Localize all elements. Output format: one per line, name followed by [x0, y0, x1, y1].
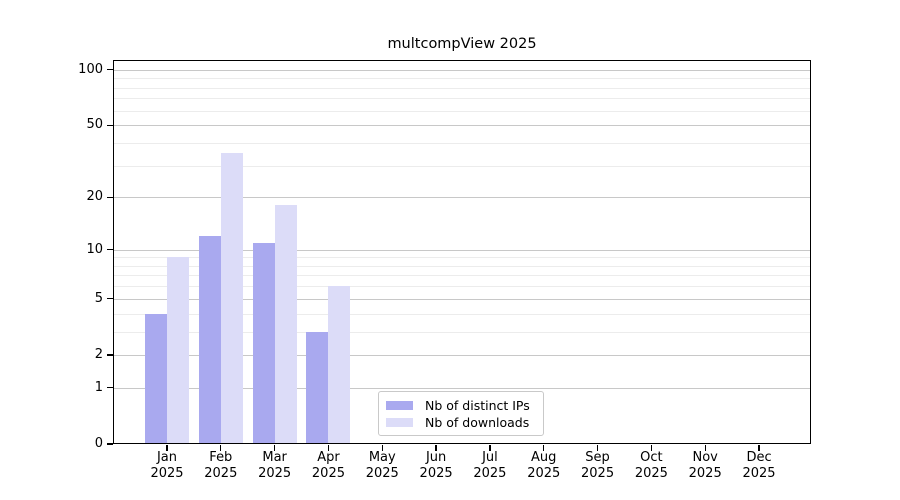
x-axis-tick [489, 445, 491, 451]
x-axis-tick-label: May 2025 [365, 450, 399, 481]
y-axis-tick-label: 5 [94, 290, 103, 306]
bar-nb-of-distinct-ips-mar [252, 242, 275, 444]
y-axis-tick [107, 124, 113, 126]
y-axis-tick [107, 248, 113, 251]
major-gridline [113, 354, 811, 356]
x-axis-tick [758, 445, 760, 451]
legend: Nb of distinct IPs Nb of downloads [378, 391, 544, 436]
x-axis-tick [381, 445, 383, 451]
minor-gridline [113, 313, 811, 315]
y-axis-tick-label: 50 [86, 117, 103, 133]
minor-gridline [113, 98, 811, 100]
y-axis-tick-label: 1 [94, 379, 103, 395]
x-axis-tick [220, 445, 222, 451]
x-axis-tick-label: Aug 2025 [527, 450, 561, 481]
x-axis-tick [166, 445, 168, 451]
bar-nb-of-downloads-apr [328, 286, 351, 444]
minor-gridline [113, 87, 811, 89]
bar-nb-of-distinct-ips-jan [145, 313, 167, 444]
minor-gridline [113, 142, 811, 144]
bar-nb-of-distinct-ips-apr [306, 331, 329, 444]
legend-label-distinct-ips: Nb of distinct IPs [425, 398, 530, 413]
minor-gridline [113, 110, 811, 112]
major-gridline [113, 387, 811, 389]
x-axis-tick [704, 445, 706, 451]
major-gridline [113, 125, 811, 127]
x-axis-tick-label: Oct 2025 [634, 450, 668, 481]
x-axis-tick-label: Dec 2025 [742, 450, 776, 481]
legend-swatch-downloads [386, 418, 413, 427]
bar-nb-of-downloads-jan [167, 257, 189, 444]
minor-gridline [113, 331, 811, 333]
y-axis-tick [107, 298, 113, 300]
x-axis-tick-label: Sep 2025 [581, 450, 615, 481]
y-axis-tick [107, 387, 113, 389]
bar-nb-of-distinct-ips-feb [198, 236, 221, 444]
x-axis-tick [543, 445, 545, 451]
x-axis-tick-label: Apr 2025 [311, 450, 345, 481]
x-axis-tick [650, 445, 653, 451]
x-axis-tick-label: Jul 2025 [473, 450, 507, 481]
x-axis-tick-label: Nov 2025 [688, 450, 722, 481]
y-axis-tick [107, 354, 113, 356]
minor-gridline [113, 265, 811, 267]
y-axis-tick-label: 0 [94, 436, 103, 451]
x-axis-tick [435, 445, 437, 451]
legend-swatch-distinct-ips [386, 401, 413, 410]
x-axis-tick-label: Jun 2025 [419, 450, 453, 481]
major-gridline [113, 249, 811, 251]
minor-gridline [113, 257, 811, 259]
x-axis-tick [327, 445, 330, 451]
major-gridline [113, 197, 811, 199]
x-axis-tick [273, 445, 276, 451]
x-axis-tick-label: Feb 2025 [204, 450, 238, 481]
y-axis-tick [107, 443, 113, 445]
y-axis-tick-label: 10 [86, 241, 103, 257]
legend-item-distinct-ips: Nb of distinct IPs [386, 397, 535, 414]
minor-gridline [113, 78, 811, 80]
y-axis-tick-label: 100 [78, 61, 103, 77]
chart-title: multcompView 2025 [387, 36, 537, 52]
minor-gridline [113, 165, 811, 167]
minor-gridline [113, 275, 811, 277]
plot-area [113, 60, 811, 444]
y-axis-tick-label: 2 [94, 346, 103, 362]
legend-item-downloads: Nb of downloads [386, 414, 535, 431]
x-axis-tick-label: Jan 2025 [150, 450, 184, 481]
minor-gridline [113, 286, 811, 288]
bar-nb-of-downloads-mar [274, 205, 297, 444]
major-gridline [113, 298, 811, 300]
bar-nb-of-downloads-feb [220, 153, 243, 444]
major-gridline [113, 69, 811, 71]
legend-label-downloads: Nb of downloads [425, 415, 530, 430]
y-axis-tick [107, 196, 113, 198]
x-axis-tick [596, 445, 599, 451]
x-axis-tick-label: Mar 2025 [258, 450, 292, 481]
y-axis-tick [107, 69, 113, 71]
y-axis-tick-label: 20 [86, 189, 103, 205]
